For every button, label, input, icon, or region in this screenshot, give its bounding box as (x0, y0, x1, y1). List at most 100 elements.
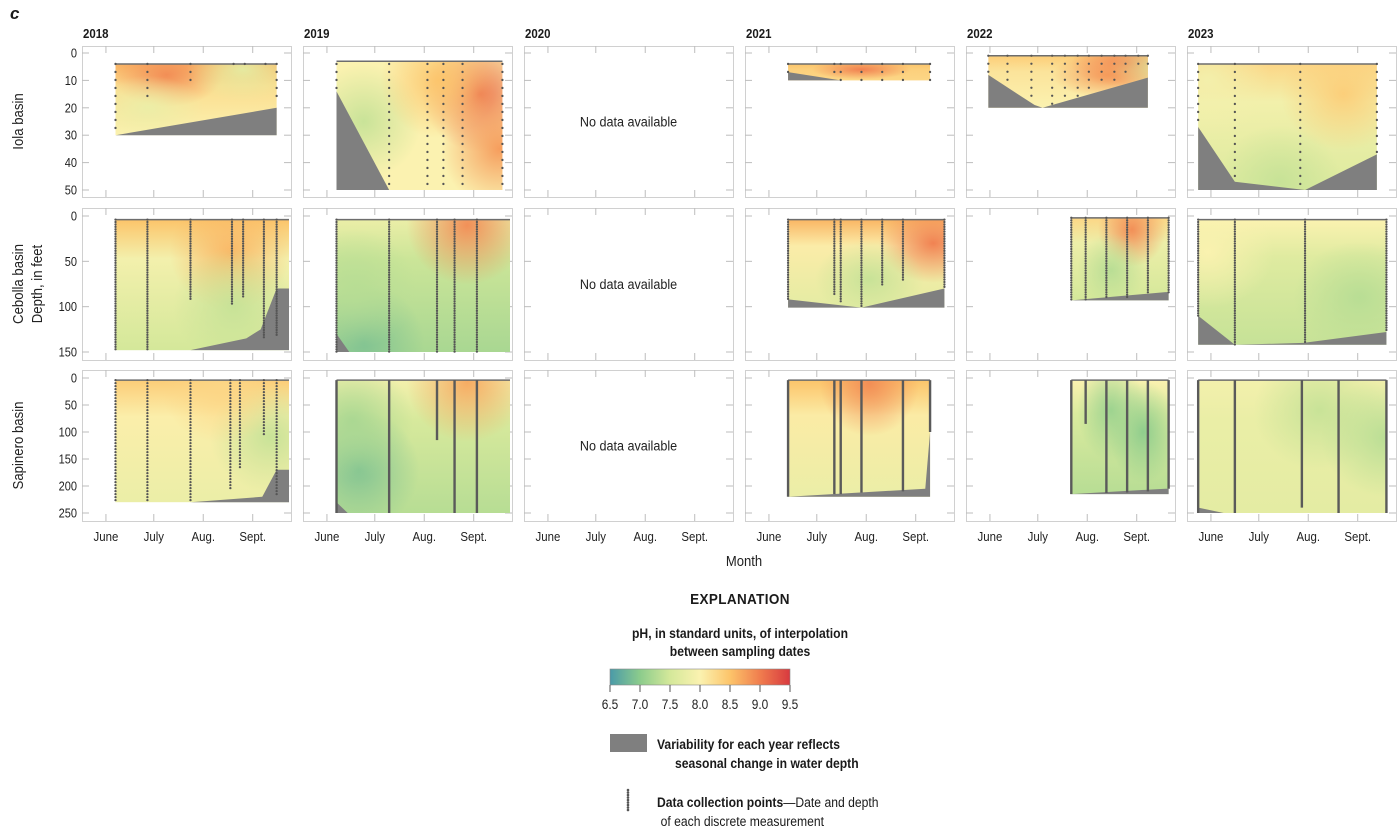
data-point (1303, 319, 1307, 322)
data-point (189, 394, 192, 397)
data-point (839, 297, 842, 300)
data-point (262, 297, 266, 300)
data-point (229, 427, 232, 430)
data-point (189, 285, 192, 288)
data-point (230, 240, 234, 243)
data-point (1233, 316, 1237, 320)
data-point (1084, 257, 1087, 260)
data-point (453, 336, 456, 339)
data-point (435, 331, 439, 334)
data-point (335, 321, 338, 324)
data-point (881, 273, 884, 276)
data-point (114, 487, 117, 490)
data-point (388, 304, 391, 308)
ph-anomaly (814, 239, 925, 308)
data-point (1197, 110, 1200, 114)
data-point (275, 457, 278, 460)
data-collection-points (1385, 218, 1388, 332)
data-point (238, 394, 242, 397)
data-point (1385, 295, 1388, 298)
data-collection-points (1087, 54, 1090, 89)
data-point (453, 290, 456, 293)
data-point (146, 430, 149, 433)
data-point (833, 283, 836, 286)
data-point (475, 230, 479, 233)
data-collection-points (1076, 54, 1079, 97)
data-point (1070, 228, 1073, 231)
data-point (1197, 220, 1200, 224)
data-point (453, 288, 456, 291)
data-point (114, 273, 117, 276)
data-point (881, 242, 884, 245)
ph-anomaly (115, 75, 204, 136)
data-point (1303, 324, 1307, 327)
data-point (1070, 291, 1073, 294)
data-point (786, 70, 790, 74)
data-point (860, 249, 863, 252)
data-point (1030, 94, 1033, 97)
data-point (146, 297, 149, 300)
data-point (1146, 257, 1150, 260)
data-point (1084, 298, 1087, 301)
data-point (1385, 268, 1388, 272)
data-point (839, 237, 842, 240)
data-point (189, 481, 192, 484)
data-point (230, 223, 234, 226)
data-point (238, 409, 242, 412)
data-point (1233, 62, 1237, 66)
data-point (114, 418, 117, 421)
data-point (335, 223, 338, 226)
ph-anomaly (1198, 63, 1271, 138)
data-point (1375, 126, 1379, 130)
data-point (146, 336, 149, 339)
data-point (241, 290, 245, 293)
data-point (146, 254, 149, 257)
data-point (262, 307, 266, 310)
data-point (1167, 286, 1170, 289)
ph-anomalies (115, 63, 277, 136)
data-point (1105, 226, 1108, 229)
data-point (262, 223, 266, 226)
data-point (860, 290, 863, 293)
data-point (388, 70, 391, 74)
data-point (435, 345, 439, 348)
data-point (146, 324, 149, 327)
variability-area (190, 469, 289, 503)
data-point (229, 400, 232, 403)
data-point (1087, 86, 1090, 89)
data-point (833, 223, 836, 226)
data-point (275, 490, 278, 493)
data-point (275, 385, 278, 388)
data-point (1084, 281, 1087, 284)
x-tick-label: Aug. (633, 529, 657, 544)
data-point (189, 295, 192, 298)
data-collection-points (262, 379, 266, 436)
data-point (1303, 273, 1307, 276)
data-point (241, 264, 245, 267)
data-point (262, 328, 266, 332)
data-point (146, 490, 149, 493)
data-point (1051, 62, 1054, 65)
data-point (114, 70, 117, 74)
data-point (839, 256, 842, 260)
data-point (839, 288, 842, 291)
data-point (1303, 244, 1307, 248)
data-point (275, 454, 278, 457)
data-point (442, 110, 445, 114)
data-point (275, 273, 278, 276)
data-point (1105, 250, 1108, 253)
data-collection-points (241, 218, 245, 298)
data-point (238, 388, 242, 391)
data-point (1167, 223, 1170, 227)
data-point (860, 237, 863, 240)
data-point (275, 412, 278, 415)
data-point (1303, 242, 1307, 245)
data-point (833, 252, 836, 255)
data-point (1303, 230, 1307, 233)
data-point (230, 218, 234, 221)
data-point (501, 174, 504, 178)
ph-anomaly (1320, 380, 1387, 498)
data-point (453, 316, 456, 320)
data-point (881, 276, 884, 279)
points-legend-label: Data collection points—Date and depth of… (657, 793, 878, 831)
